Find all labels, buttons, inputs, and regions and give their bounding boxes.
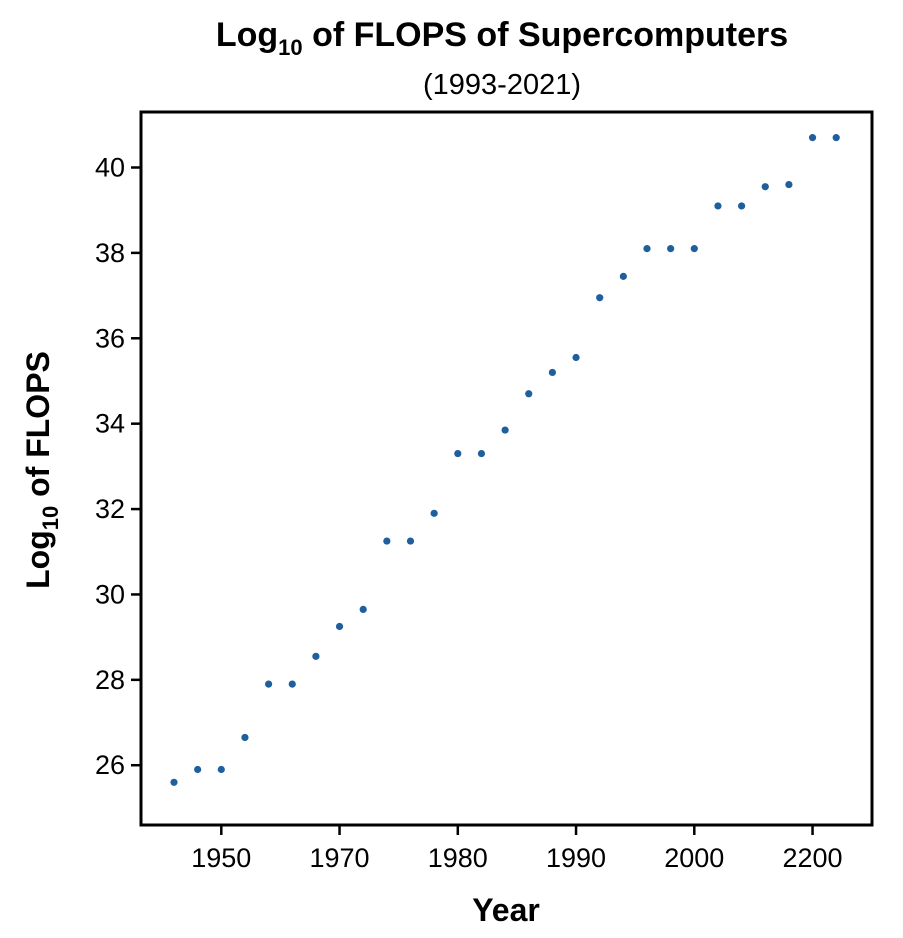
y-tick-label: 40	[95, 153, 125, 183]
x-tick-label: 2200	[783, 843, 843, 873]
chart-subtitle: (1993-2021)	[423, 69, 581, 101]
x-tick-label: 1970	[310, 843, 370, 873]
data-point	[572, 353, 580, 362]
data-point	[194, 765, 202, 774]
data-point	[383, 537, 391, 545]
data-point	[808, 134, 817, 142]
y-tick-label: 32	[95, 494, 125, 524]
data-point	[312, 652, 320, 660]
chart-title-subscript: 10	[278, 35, 302, 60]
data-point	[596, 294, 604, 302]
data-point	[548, 368, 557, 377]
data-point	[761, 183, 769, 191]
y-axis-title-subscript: 10	[38, 506, 63, 530]
x-tick-label: 1990	[546, 843, 606, 873]
data-point	[619, 272, 627, 280]
data-point	[265, 680, 273, 688]
y-tick-label: 34	[95, 409, 125, 439]
y-axis-title-rest: of FLOPS	[20, 351, 56, 506]
y-axis-title: Log10 of FLOPS	[20, 351, 63, 589]
x-tick-label: 1980	[428, 843, 488, 873]
y-tick-label: 30	[95, 579, 125, 609]
y-tick-label: 38	[95, 238, 125, 268]
chart-title-main: Log	[216, 16, 278, 54]
chart-title: Log10 of FLOPS of Supercomputers	[216, 16, 788, 60]
y-tick-label: 36	[95, 323, 125, 353]
data-point	[690, 245, 698, 253]
y-tick-label: 28	[95, 665, 125, 695]
data-point	[501, 426, 509, 434]
data-point	[738, 202, 746, 210]
plot-area	[139, 110, 874, 827]
x-tick-label: 1950	[191, 843, 251, 873]
data-point	[430, 509, 438, 517]
data-point	[667, 245, 675, 253]
data-point	[454, 449, 462, 458]
data-point	[288, 680, 296, 688]
data-point	[832, 134, 840, 142]
data-point	[335, 622, 344, 631]
x-axis-title: Year	[472, 892, 540, 928]
y-axis-title-main: Log	[20, 530, 56, 589]
data-point	[477, 449, 486, 458]
data-point	[359, 605, 367, 613]
chart-title-rest: of FLOPS of Supercomputers	[303, 16, 788, 54]
data-point	[170, 778, 178, 786]
y-tick-label: 26	[95, 750, 125, 780]
data-point	[406, 537, 415, 545]
data-points	[170, 134, 840, 786]
data-point	[785, 180, 793, 189]
data-point	[714, 202, 722, 210]
data-point	[643, 245, 651, 253]
data-point	[217, 765, 225, 774]
x-tick-label: 2000	[664, 843, 724, 873]
data-point	[525, 390, 533, 398]
axis-ticks: 26 28 30 32 34 36 38 40 1950 1970 1980 1990 2000 2200	[95, 153, 843, 873]
data-point	[241, 733, 249, 742]
